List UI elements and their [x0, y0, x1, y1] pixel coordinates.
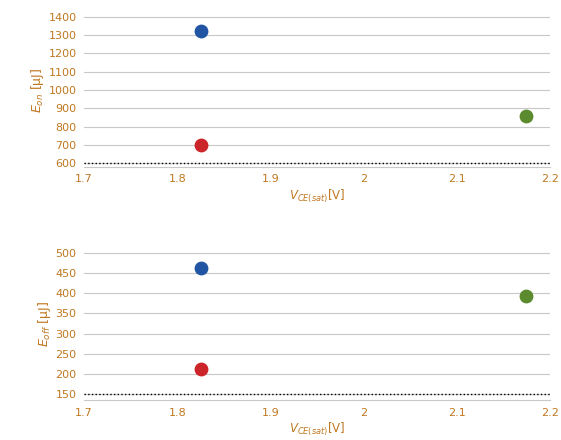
Y-axis label: $E_{off}$ [μJ]: $E_{off}$ [μJ] [35, 301, 53, 347]
X-axis label: $V_{CE(sat)}$[V]: $V_{CE(sat)}$[V] [289, 187, 345, 205]
Point [522, 293, 531, 300]
X-axis label: $V_{CE(sat)}$[V]: $V_{CE(sat)}$[V] [289, 421, 345, 438]
Point [196, 264, 205, 271]
Point [196, 365, 205, 372]
Y-axis label: $E_{on}$ [μJ]: $E_{on}$ [μJ] [29, 67, 45, 113]
Point [196, 28, 205, 35]
Point [196, 141, 205, 148]
Point [522, 112, 531, 119]
